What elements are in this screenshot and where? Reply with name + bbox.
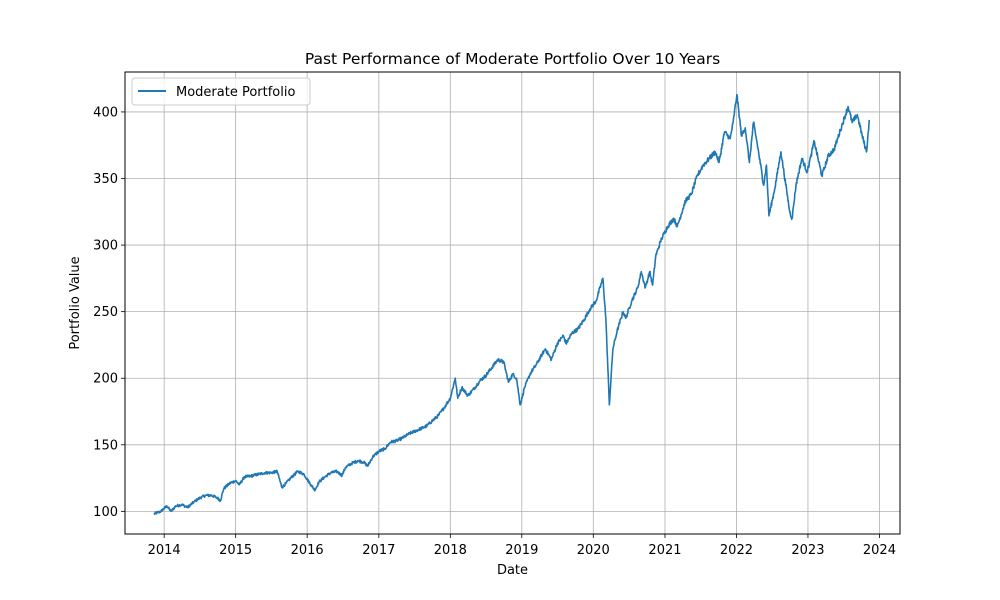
x-axis-label: Date — [497, 563, 528, 578]
grid — [125, 72, 900, 534]
x-tick-label: 2022 — [720, 543, 753, 558]
legend-box — [131, 77, 311, 106]
series-layer — [153, 93, 871, 516]
x-tick-label: 2015 — [219, 543, 252, 558]
x-axis: 2014 2015 2016 2017 2018 2019 2020 2021 2022 2023… — [148, 534, 896, 558]
y-axis: 100 150 200 250 300 350 400 — [93, 105, 125, 520]
x-tick-label: 2018 — [434, 543, 467, 558]
y-tick-label: 300 — [93, 239, 118, 254]
x-tick-label: 2016 — [291, 543, 324, 558]
x-tick-label: 2023 — [791, 543, 824, 558]
y-tick-label: 350 — [93, 172, 118, 187]
x-tick-label: 2021 — [648, 543, 681, 558]
y-tick-label: 250 — [93, 305, 118, 320]
legend: Moderate Portfolio — [131, 77, 311, 106]
legend-label: Moderate Portfolio — [176, 85, 295, 100]
x-tick-label: 2014 — [148, 543, 181, 558]
series-line-moderate-portfolio — [153, 93, 871, 516]
y-axis-label: Portfolio Value — [68, 256, 83, 349]
x-tick-label: 2024 — [863, 543, 896, 558]
x-tick-label: 2017 — [362, 543, 395, 558]
x-tick-label: 2019 — [505, 543, 538, 558]
y-tick-label: 200 — [93, 372, 118, 387]
y-tick-label: 150 — [93, 438, 118, 453]
x-tick-label: 2020 — [577, 543, 610, 558]
y-tick-label: 100 — [93, 505, 118, 520]
chart-title: Past Performance of Moderate Portfolio O… — [305, 50, 720, 68]
y-tick-label: 400 — [93, 105, 118, 120]
plot-frame — [124, 71, 901, 535]
